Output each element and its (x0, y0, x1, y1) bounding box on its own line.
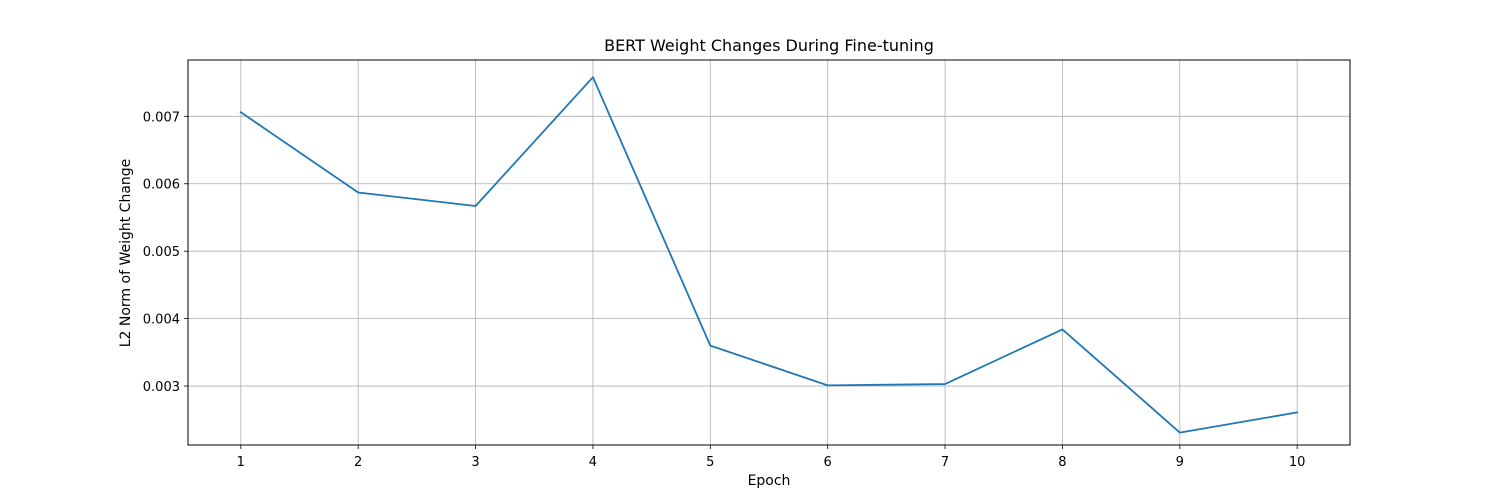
x-tick-label: 5 (706, 455, 714, 470)
tick-layer: 1 2 3 4 5 6 7 8 9 10 0.003 0.004 0.005 0.006 0.007 (143, 110, 1306, 470)
x-tick-label: 10 (1289, 455, 1306, 470)
plot-frame (187, 59, 1351, 446)
x-tick-label: 4 (589, 455, 597, 470)
x-tick-label: 6 (824, 455, 832, 470)
y-tick-label: 0.005 (143, 245, 180, 260)
x-tick-label: 8 (1058, 455, 1066, 470)
x-tick-label: 9 (1176, 455, 1184, 470)
series-layer (239, 76, 1299, 434)
y-tick-label: 0.006 (143, 178, 180, 193)
x-tick-label: 2 (354, 455, 362, 470)
grid-layer (188, 60, 1350, 445)
y-tick-label: 0.003 (143, 380, 180, 395)
x-tick-label: 3 (471, 455, 479, 470)
y-tick-label: 0.004 (143, 313, 180, 328)
x-tick-label: 1 (237, 455, 245, 470)
x-axis-label: Epoch (748, 473, 791, 489)
y-tick-label: 0.007 (143, 110, 180, 125)
x-tick-label: 7 (941, 455, 949, 470)
y-axis-label: L2 Norm of Weight Change (118, 159, 134, 348)
series-line (239, 76, 1299, 434)
chart-title: BERT Weight Changes During Fine-tuning (604, 36, 934, 55)
